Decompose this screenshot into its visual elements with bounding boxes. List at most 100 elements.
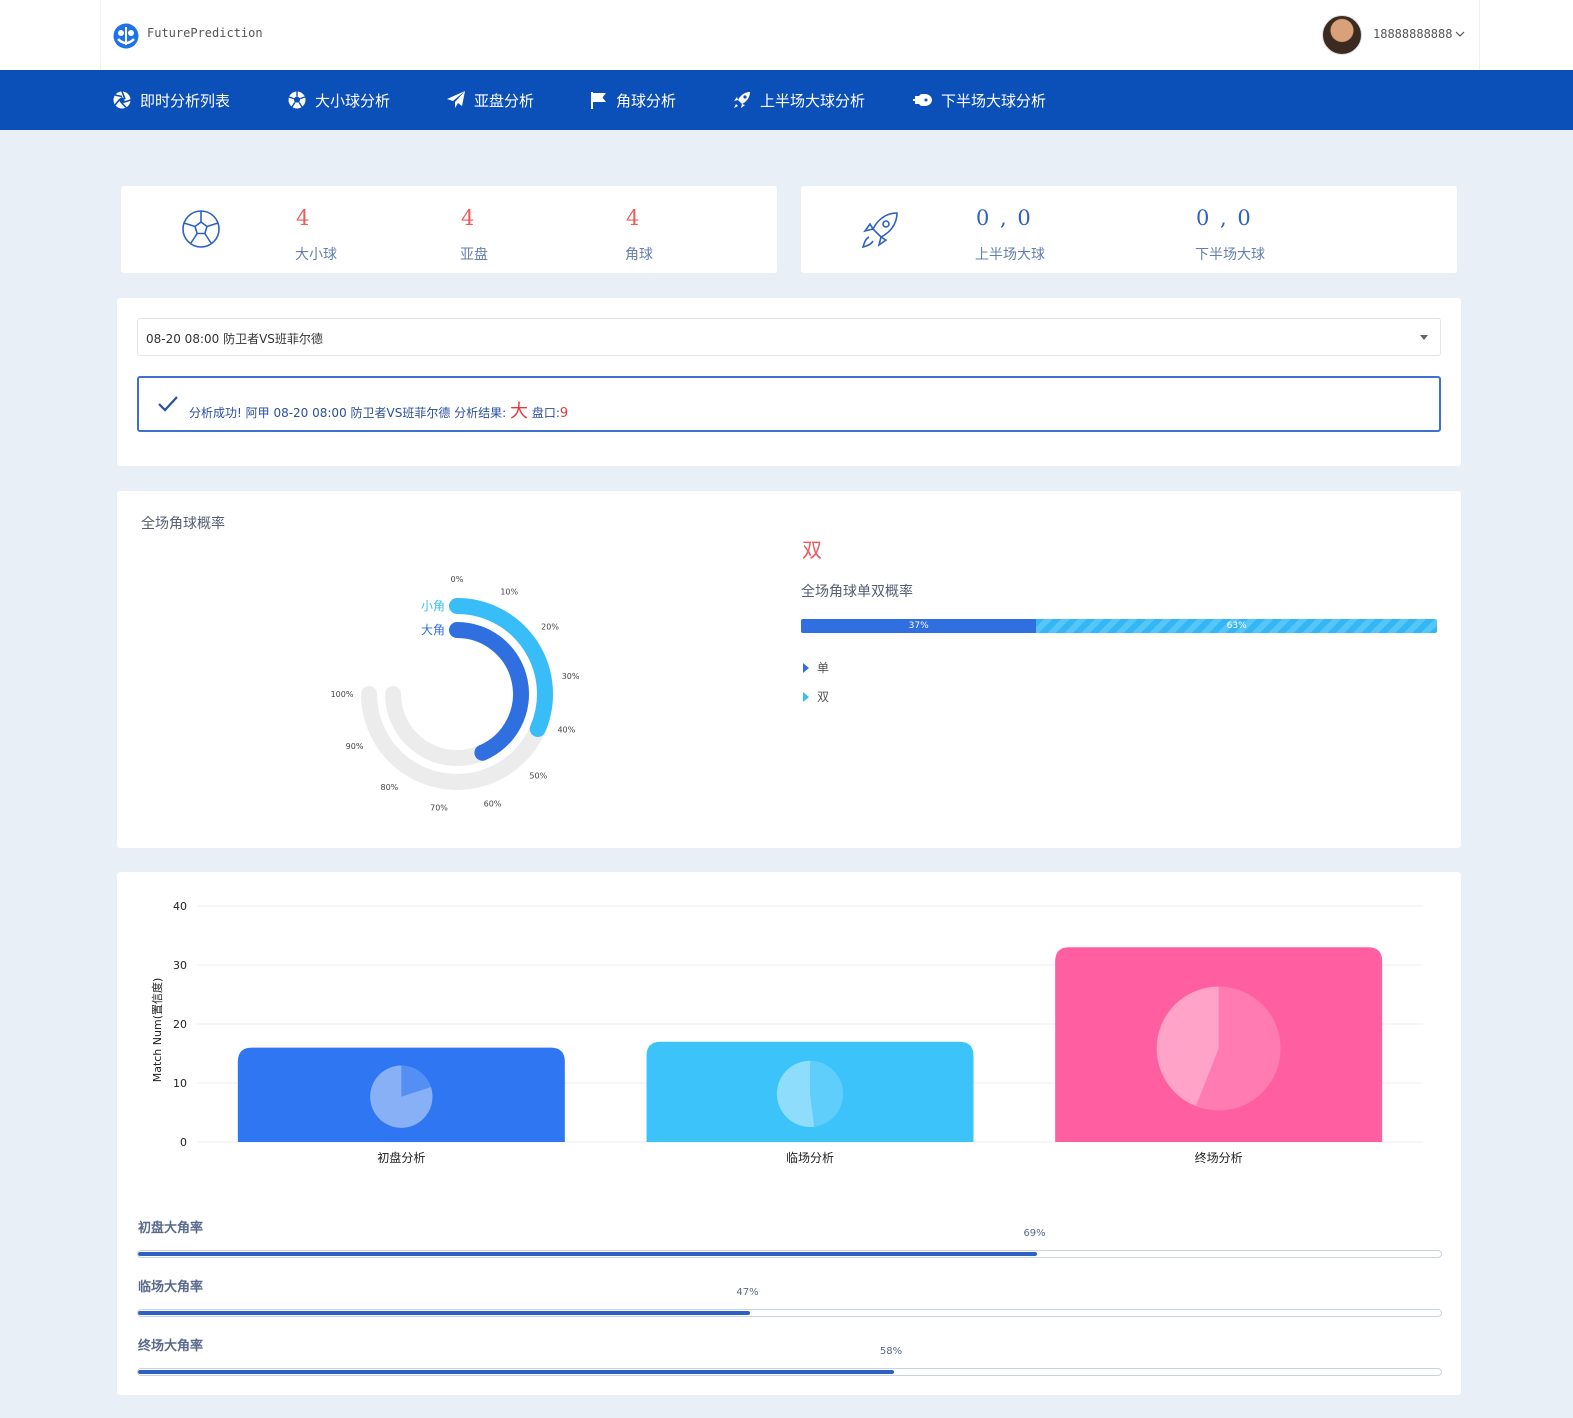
progress-track-final bbox=[137, 1368, 1442, 1376]
football-icon bbox=[288, 91, 306, 109]
alert-result: 大 bbox=[510, 401, 529, 422]
stat-value-first-half: 0 , 0 bbox=[976, 206, 1033, 230]
radial-tick-label: 60% bbox=[484, 799, 502, 808]
progress-pct-initial: 69% bbox=[1023, 1228, 1046, 1239]
inner-pie-base bbox=[370, 1065, 433, 1128]
nav-item-asian-handicap[interactable]: 亚盘分析 bbox=[446, 70, 534, 130]
stat-label-second-half: 下半场大球 bbox=[1195, 247, 1265, 263]
legend-label: 双 bbox=[817, 690, 830, 704]
legend-label: 单 bbox=[817, 661, 830, 675]
stat-value-over-under: 4 bbox=[296, 206, 310, 230]
stat-label-first-half: 上半场大球 bbox=[975, 247, 1045, 263]
radial-tick-label: 90% bbox=[346, 742, 364, 751]
inner-pie-base bbox=[1156, 986, 1281, 1111]
progress-fill-initial bbox=[138, 1252, 1038, 1256]
bar-1[interactable] bbox=[237, 1047, 565, 1142]
series-label: 大角 bbox=[421, 623, 445, 637]
odd-even-title: 全场角球单双概率 bbox=[801, 584, 913, 600]
odd-even-result: 双 bbox=[802, 538, 822, 562]
bar-chart: 0 10 20 30 40 Match Num(置信度) 初盘分析 临场分析 终场分析 bbox=[150, 900, 1423, 1165]
football-icon bbox=[182, 210, 220, 248]
flag-icon bbox=[591, 92, 606, 109]
stat-value-corner: 4 bbox=[626, 206, 640, 230]
progress-track-live bbox=[137, 1309, 1442, 1317]
inner-pie-base bbox=[776, 1060, 844, 1127]
match-card: 08-20 08:00 防卫者VS班菲尔德 分析成功! 阿甲 08-20 08:… bbox=[117, 298, 1461, 466]
even-segment: 63% bbox=[1036, 619, 1437, 633]
nav-label: 角球分析 bbox=[616, 91, 677, 110]
user-phone[interactable]: 18888888888 bbox=[1373, 27, 1453, 41]
triangle-right-icon bbox=[803, 662, 809, 673]
brand-logo-icon[interactable] bbox=[113, 23, 139, 49]
nav-item-corner[interactable]: 角球分析 bbox=[588, 70, 676, 130]
nav-label: 即时分析列表 bbox=[140, 91, 231, 110]
x-tick-label: 终场分析 bbox=[1195, 1150, 1243, 1165]
radial-tick-label: 40% bbox=[557, 726, 575, 735]
odd-even-bar: 37% 63% bbox=[801, 619, 1437, 633]
aperture-icon bbox=[113, 91, 131, 109]
nav-label: 大小球分析 bbox=[315, 91, 391, 110]
x-tick-label: 初盘分析 bbox=[377, 1150, 425, 1165]
progress-fill-final bbox=[138, 1370, 894, 1374]
radial-tick-label: 10% bbox=[500, 588, 518, 597]
top-header: FuturePrediction 18888888888 bbox=[0, 0, 1573, 70]
bar-3[interactable] bbox=[1055, 947, 1383, 1142]
y-tick-label: 10 bbox=[173, 1077, 187, 1090]
nav-item-over-under[interactable]: 大小球分析 bbox=[287, 70, 390, 130]
progress-label-live: 临场大角率 bbox=[138, 1280, 204, 1295]
radial-tick-label: 20% bbox=[541, 622, 559, 631]
nav-label: 亚盘分析 bbox=[474, 91, 535, 110]
radial-bar-small-corner[interactable] bbox=[449, 598, 553, 737]
radial-bar-big-corner[interactable] bbox=[449, 622, 529, 761]
nav-item-first-half[interactable]: 上半场大球分析 bbox=[732, 70, 865, 130]
nav-item-second-half[interactable]: 下半场大球分析 bbox=[913, 70, 1046, 130]
brand-name[interactable]: FuturePrediction bbox=[147, 26, 263, 40]
progress-label-final: 终场大角率 bbox=[138, 1339, 204, 1354]
rocket-icon bbox=[734, 92, 750, 108]
radial-tick-label: 100% bbox=[331, 690, 354, 699]
nav-item-realtime-list[interactable]: 即时分析列表 bbox=[112, 70, 230, 130]
chevron-down-icon[interactable] bbox=[1454, 28, 1466, 40]
stat-value-second-half: 0 , 0 bbox=[1196, 206, 1253, 230]
match-select[interactable]: 08-20 08:00 防卫者VS班菲尔德 bbox=[137, 318, 1441, 356]
inner-pie-slice bbox=[370, 1065, 433, 1128]
progress-fill-live bbox=[138, 1311, 751, 1315]
stat-label-asian: 亚盘 bbox=[460, 247, 488, 263]
radial-tick-label: 50% bbox=[529, 771, 547, 780]
radial-tick-label: 30% bbox=[562, 672, 580, 681]
header-inner: FuturePrediction 18888888888 bbox=[100, 0, 1480, 70]
radial-tick-label: 70% bbox=[430, 804, 448, 813]
match-select-value: 08-20 08:00 防卫者VS班菲尔德 bbox=[146, 332, 323, 346]
odd-segment: 37% bbox=[801, 619, 1037, 633]
triangle-right-icon bbox=[803, 691, 809, 702]
progress-pct-live: 47% bbox=[736, 1287, 759, 1298]
legend-item-odd[interactable]: 单 bbox=[803, 659, 829, 676]
inner-pie-slice bbox=[1156, 986, 1219, 1107]
user-avatar[interactable] bbox=[1322, 15, 1362, 55]
nav-label: 上半场大球分析 bbox=[760, 91, 866, 110]
alert-pan-value: 9 bbox=[559, 406, 569, 421]
progress-track-initial bbox=[137, 1250, 1442, 1258]
alert-pan-label: 盘口: bbox=[531, 406, 560, 420]
analysis-success-alert: 分析成功! 阿甲 08-20 08:00 防卫者VS班菲尔德 分析结果: 大 盘… bbox=[137, 376, 1441, 432]
bar-2[interactable] bbox=[646, 1041, 974, 1142]
corner-probability-card: 全场角球概率 小角 大角 0% 10% 20% 30% 40% 50% 60% 70% 80% 90%… bbox=[117, 491, 1461, 848]
y-tick-label: 0 bbox=[180, 1136, 187, 1149]
rocket-icon bbox=[861, 212, 898, 249]
series-label: 小角 bbox=[421, 599, 445, 613]
legend-item-even[interactable]: 双 bbox=[803, 688, 829, 705]
caret-down-icon[interactable] bbox=[1420, 335, 1428, 340]
stats-card-right: 0 , 0 上半场大球 0 , 0 下半场大球 bbox=[801, 186, 1457, 273]
section-title: 全场角球概率 bbox=[141, 516, 225, 532]
main-nav: 即时分析列表 大小球分析 亚盘分析 角球分析 上半场大球分析 下半场大球分析 bbox=[0, 70, 1573, 130]
stat-value-asian: 4 bbox=[461, 206, 475, 230]
paper-plane-icon bbox=[447, 91, 465, 108]
analysis-chart-card: 0 10 20 30 40 Match Num(置信度) 初盘分析 临场分析 终场分析 初盘大角… bbox=[117, 872, 1461, 1395]
y-axis-label: Match Num(置信度) bbox=[150, 978, 164, 1083]
y-tick-label: 20 bbox=[173, 1018, 187, 1031]
space-shuttle-icon bbox=[913, 94, 932, 106]
radial-tick-label: 0% bbox=[451, 575, 464, 584]
stat-label-corner: 角球 bbox=[625, 247, 653, 263]
nav-label: 下半场大球分析 bbox=[941, 91, 1047, 110]
